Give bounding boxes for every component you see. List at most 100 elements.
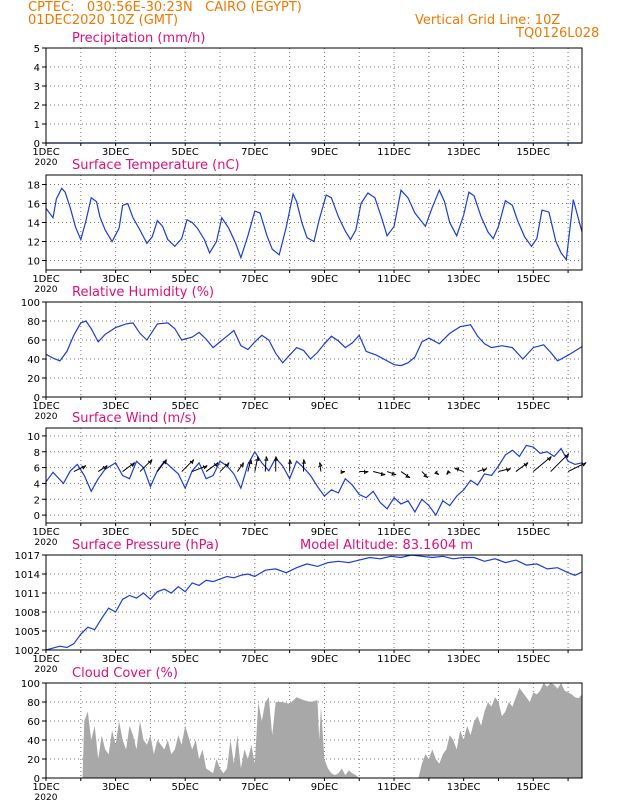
wind-arrow-head	[318, 462, 323, 467]
panel6-xtick-label: 15DEC	[516, 782, 550, 793]
panel4-year-label: 2020	[35, 538, 58, 548]
panel5-frame	[45, 554, 583, 651]
panel1-xtick-label: 3DEC	[102, 147, 129, 158]
panel1-ytick-label: 5	[34, 44, 40, 55]
panel4-ytick-label: 8	[34, 448, 40, 459]
panel2-title: Surface Temperature (nC)	[72, 158, 240, 173]
panel5-xtick-label: 7DEC	[241, 654, 268, 665]
panel4-ytick-label: 6	[34, 464, 40, 475]
panel4-xtick-label: 7DEC	[241, 527, 268, 538]
panel5-xtick-label: 11DEC	[377, 654, 411, 665]
wind-arrow-head	[239, 462, 244, 468]
wind-arrow-head	[434, 470, 439, 475]
panel6-ytick-label: 0	[34, 774, 40, 785]
panel6-ytick-label: 80	[27, 698, 40, 709]
panel2-xtick-label: 3DEC	[102, 274, 129, 285]
panel5-ytick-label: 1017	[15, 551, 40, 562]
panel5-year-label: 2020	[35, 665, 58, 675]
panel1-ytick-label: 4	[34, 63, 40, 74]
wind-arrow	[254, 456, 259, 472]
panel6-xtick-label: 13DEC	[447, 782, 481, 793]
panel2-ytick-label: 12	[27, 238, 40, 249]
panel4-ytick-label: 2	[34, 495, 40, 506]
panel4-xtick-label: 11DEC	[377, 527, 411, 538]
wind-arrow-head	[482, 467, 487, 473]
wind-arrow-head	[102, 465, 108, 470]
panel6-xtick-label: 11DEC	[377, 782, 411, 793]
wind-arrow	[264, 456, 267, 472]
wind-arrow	[318, 462, 322, 472]
panel1-frame	[45, 47, 583, 144]
panel5-ytick-label: 1005	[15, 627, 40, 638]
wind-arrow-head	[224, 462, 230, 468]
panel2-frame	[45, 174, 583, 271]
panel1-year-label: 2020	[35, 158, 58, 168]
panel2-xtick-label: 1DEC	[32, 274, 59, 285]
panel3-xtick-label: 13DEC	[447, 401, 481, 412]
wind-arrow	[139, 459, 153, 472]
panel6-ytick-label: 40	[27, 736, 40, 747]
panel3-ytick-label: 100	[21, 298, 40, 309]
panel2-xtick-label: 7DEC	[241, 274, 268, 285]
panel4-title: Surface Wind (m/s)	[72, 411, 196, 426]
header-station: CPTEC: 030:56E-30:23N CAIRO (EGYPT)	[28, 0, 302, 15]
panel5-xtick-label: 13DEC	[447, 654, 481, 665]
panel5-ytick-label: 1011	[15, 589, 40, 600]
wind-arrow-head	[564, 453, 570, 459]
panel3-ytick-label: 40	[27, 355, 40, 366]
panel6-ytick-label: 100	[21, 679, 40, 690]
panel5-xtick-label: 15DEC	[516, 654, 550, 665]
wind-arrow-head	[506, 467, 511, 473]
wind-arrow-head	[287, 459, 293, 464]
panel2-xtick-label: 13DEC	[447, 274, 481, 285]
panel6-year-label: 2020	[35, 793, 58, 800]
wind-arrow	[477, 468, 487, 473]
panel1-xtick-label: 5DEC	[172, 147, 199, 158]
panel3-ytick-label: 20	[27, 374, 40, 385]
panel4-xtick-label: 5DEC	[172, 527, 199, 538]
panel1-xtick-label: 1DEC	[32, 147, 59, 158]
panel6-ytick-label: 60	[27, 717, 40, 728]
panel3-ytick-label: 60	[27, 336, 40, 347]
panel6-frame	[45, 682, 583, 779]
panel3-series-line	[45, 320, 583, 367]
panel3-ytick-label: 80	[27, 317, 40, 328]
panel3-xtick-label: 7DEC	[241, 401, 268, 412]
panel6-xtick-label: 5DEC	[172, 782, 199, 793]
panel5-xtick-label: 5DEC	[172, 654, 199, 665]
panel6-xtick-label: 3DEC	[102, 782, 129, 793]
panel4-ytick-label: 4	[34, 479, 40, 490]
panel1-xtick-label: 13DEC	[447, 147, 481, 158]
wind-arrow	[421, 471, 429, 478]
panel5-xtick-label: 3DEC	[102, 654, 129, 665]
panel2-xtick-label: 11DEC	[377, 274, 411, 285]
panel4-frame	[45, 427, 583, 524]
panel3-xtick-label: 9DEC	[311, 401, 338, 412]
wind-arrow-head	[130, 462, 136, 468]
panel3-ytick-label: 0	[34, 393, 40, 404]
header-grid-line: Vertical Grid Line: 10Z	[415, 13, 561, 28]
panel6-xtick-label: 7DEC	[241, 782, 268, 793]
panel1-xtick-label: 7DEC	[241, 147, 268, 158]
wind-arrow	[373, 471, 386, 476]
panel5-series-line	[45, 554, 583, 651]
panel1-xtick-label: 15DEC	[516, 147, 550, 158]
wind-arrow	[237, 462, 244, 472]
panel2-ytick-label: 14	[27, 219, 40, 230]
panel1-xtick-label: 9DEC	[311, 147, 338, 158]
wind-arrow	[386, 471, 397, 476]
panel4-series-line	[45, 444, 583, 517]
panel4-xtick-label: 9DEC	[311, 527, 338, 538]
wind-arrow	[181, 459, 195, 472]
wind-arrow	[515, 462, 529, 472]
wind-arrow-head	[391, 471, 397, 476]
wind-arrow-head	[248, 459, 253, 465]
panel1-ytick-label: 0	[34, 139, 40, 150]
panel4-ytick-label: 0	[34, 511, 40, 522]
panel2-year-label: 2020	[35, 285, 58, 295]
panel1-ytick-label: 2	[34, 101, 40, 112]
wind-arrow	[122, 462, 135, 472]
wind-arrow-head	[189, 459, 195, 465]
panel1-ytick-label: 1	[34, 120, 40, 131]
